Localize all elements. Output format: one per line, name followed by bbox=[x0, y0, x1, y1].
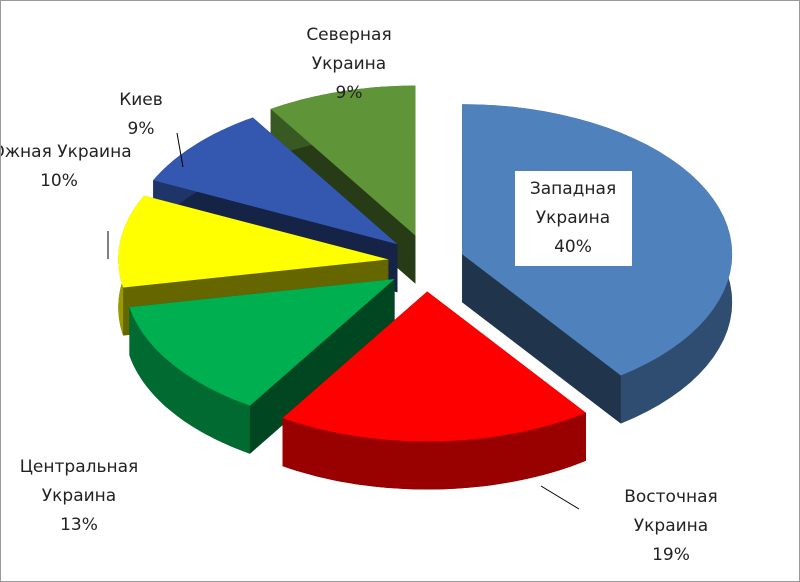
slices bbox=[118, 85, 733, 490]
data-label: Западная Украина 40% bbox=[514, 171, 632, 266]
value-label: 9% bbox=[335, 83, 363, 103]
value-label: 19% bbox=[652, 545, 690, 565]
category-label: Восточная Украина bbox=[624, 487, 718, 536]
category-label: Западная Украина bbox=[529, 179, 617, 228]
slice-side bbox=[462, 254, 621, 424]
leader-line bbox=[176, 132, 184, 168]
data-label: Центральная Украина 13% bbox=[4, 453, 154, 540]
category-label: Северная Украина bbox=[306, 25, 392, 74]
leader-line bbox=[540, 485, 580, 510]
slice-top bbox=[282, 291, 586, 442]
slice-top bbox=[153, 117, 398, 245]
slice-wall bbox=[129, 307, 250, 454]
data-label: Восточная Украина 19% bbox=[596, 483, 746, 570]
pie-slice bbox=[129, 279, 395, 454]
data-label: Киев 9% bbox=[66, 86, 216, 144]
slice-top bbox=[129, 279, 395, 406]
value-label: 40% bbox=[554, 237, 592, 257]
pie-slice bbox=[282, 291, 586, 490]
slice-wall bbox=[282, 412, 586, 490]
category-label: Южная Украина bbox=[0, 142, 132, 162]
data-label: Южная Украина 10% bbox=[0, 138, 134, 196]
category-label: Центральная Украина bbox=[19, 457, 139, 506]
slice-top bbox=[118, 195, 389, 288]
slice-top bbox=[270, 85, 416, 236]
value-label: 10% bbox=[40, 171, 78, 191]
value-label: 13% bbox=[60, 515, 98, 535]
category-label: Киев bbox=[119, 90, 163, 110]
value-label: 9% bbox=[127, 119, 155, 139]
data-label: Северная Украина 9% bbox=[274, 21, 424, 108]
